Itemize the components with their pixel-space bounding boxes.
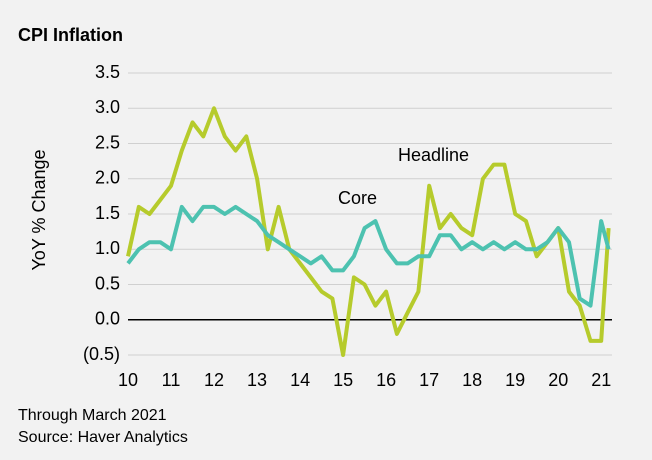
y-tick-label: 3.5 <box>95 62 120 82</box>
series-line <box>126 106 611 357</box>
y-tick-label: (0.5) <box>83 344 120 364</box>
annotation: Core <box>338 188 377 208</box>
y-axis-label: YoY % Change <box>29 149 49 270</box>
x-tick-label: 14 <box>290 370 310 390</box>
y-tick-label: 1.0 <box>95 238 120 258</box>
x-tick-label: 12 <box>204 370 224 390</box>
y-tick-label: 0.5 <box>95 273 120 293</box>
x-tick-label: 13 <box>247 370 267 390</box>
y-tick-label: 3.0 <box>95 97 120 117</box>
x-tick-label: 16 <box>376 370 396 390</box>
x-tick-label: 17 <box>419 370 439 390</box>
y-tick-label: 0.0 <box>95 309 120 329</box>
x-tick-label: 11 <box>162 370 181 390</box>
y-tick-label: 2.5 <box>95 132 120 152</box>
x-tick-label: 19 <box>505 370 525 390</box>
x-tick-label: 21 <box>591 370 611 390</box>
annotation: Headline <box>398 145 469 165</box>
note: Through March 2021 <box>18 407 167 424</box>
note: Source: Haver Analytics <box>18 429 188 446</box>
chart-title: CPI Inflation <box>18 25 123 45</box>
y-tick-label: 1.5 <box>95 203 120 223</box>
x-tick-label: 20 <box>548 370 568 390</box>
x-tick-label: 10 <box>118 370 138 390</box>
series-line <box>126 204 611 308</box>
y-tick-label: 2.0 <box>95 168 120 188</box>
x-tick-label: 15 <box>333 370 353 390</box>
x-tick-label: 18 <box>462 370 482 390</box>
